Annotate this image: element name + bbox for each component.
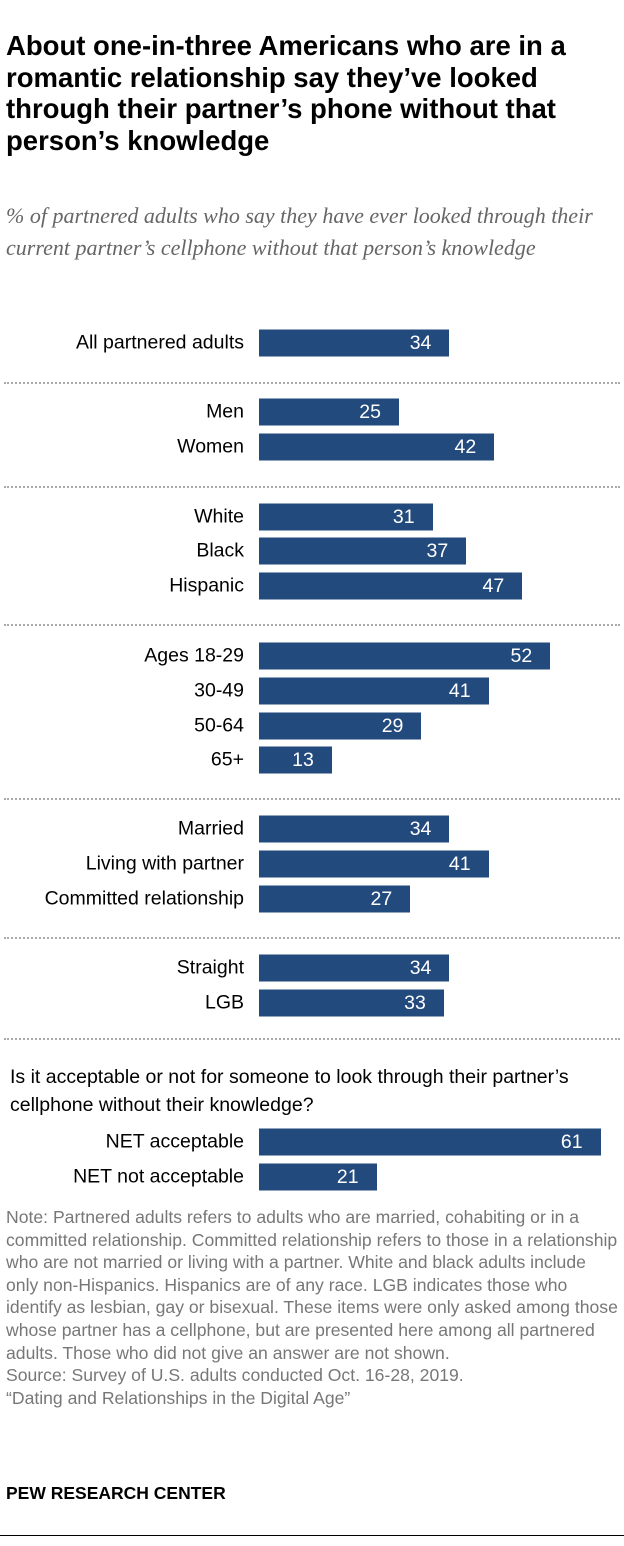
bar: 41 (259, 677, 489, 705)
data-label: 33 (404, 991, 426, 1014)
group-separator (4, 798, 620, 800)
note-text: Note: Partnered adults refers to adults … (6, 1207, 618, 1363)
category-label: Married (177, 817, 244, 840)
category-label: Men (206, 400, 244, 423)
data-label: 31 (392, 505, 415, 528)
bar: 42 (259, 433, 495, 461)
bottom-rule (0, 1535, 624, 1536)
data-label: 61 (560, 1130, 583, 1153)
pew-logo: PEW RESEARCH CENTER (6, 1483, 226, 1503)
category-label: Hispanic (169, 574, 244, 597)
group-separator (4, 624, 620, 626)
category-label: 50-64 (194, 714, 244, 737)
note-block: Note: Partnered adults refers to adults … (6, 1206, 621, 1409)
data-label: 41 (448, 852, 471, 875)
data-label: 25 (359, 400, 381, 423)
data-label: 29 (381, 714, 404, 737)
bar: 41 (259, 850, 489, 878)
bar: 27 (259, 885, 411, 913)
data-label: 37 (426, 539, 449, 562)
report-title: “Dating and Relationships in the Digital… (6, 1387, 351, 1408)
bar: 34 (259, 954, 450, 982)
category-label: All partnered adults (75, 331, 244, 354)
bar: 31 (259, 503, 433, 531)
category-label: NET not acceptable (73, 1165, 244, 1188)
category-label: White (194, 505, 244, 528)
category-label: Ages 18-29 (144, 644, 244, 667)
chart-title: About one-in-three Americans who are in … (6, 30, 566, 156)
category-label: Living with partner (85, 852, 244, 875)
category-label: Women (177, 435, 244, 458)
bar: 52 (259, 642, 551, 670)
data-label: 34 (409, 817, 432, 840)
bar: 13 (259, 746, 332, 774)
category-label: Black (196, 539, 244, 562)
data-label: 52 (510, 644, 533, 667)
group-separator (4, 486, 620, 488)
group-separator (4, 937, 620, 939)
bar: 29 (259, 712, 422, 740)
category-label: Committed relationship (44, 887, 244, 910)
data-label: 27 (370, 887, 393, 910)
chart-subtitle: % of partnered adults who say they have … (6, 203, 593, 260)
bar: 37 (259, 537, 467, 565)
group-separator (4, 1038, 620, 1040)
bar: 61 (259, 1128, 601, 1156)
data-label: 47 (482, 574, 505, 597)
bar: 34 (259, 329, 450, 357)
data-label: 34 (409, 331, 432, 354)
category-label: LGB (204, 991, 244, 1014)
source-text: Source: Survey of U.S. adults conducted … (6, 1365, 464, 1386)
category-label: NET acceptable (105, 1130, 244, 1153)
group-separator (4, 382, 620, 384)
category-label: 30-49 (194, 679, 244, 702)
bar: 33 (259, 989, 444, 1017)
bar: 34 (259, 815, 450, 843)
bar: 21 (259, 1163, 377, 1191)
data-label: 13 (292, 748, 314, 771)
bar: 47 (259, 572, 523, 600)
data-label: 34 (409, 956, 432, 979)
data-label: 42 (454, 435, 477, 458)
category-label: Straight (176, 956, 244, 979)
bar: 25 (259, 398, 399, 426)
data-label: 41 (448, 679, 471, 702)
category-label: 65+ (210, 748, 244, 771)
question-text: Is it acceptable or not for someone to l… (10, 1066, 569, 1116)
data-label: 21 (336, 1165, 359, 1188)
